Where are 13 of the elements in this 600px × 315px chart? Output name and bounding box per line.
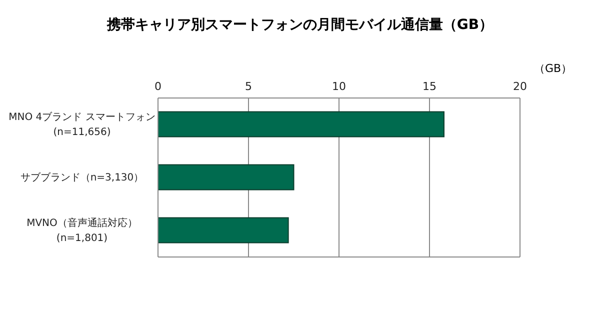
bar xyxy=(158,164,294,190)
chart-title: 携帯キャリア別スマートフォンの月間モバイル通信量（GB） xyxy=(106,16,494,34)
bar xyxy=(158,111,444,138)
x-tick-label: 20 xyxy=(513,80,527,93)
y-tick-label: MVNO（音声通話対応） (n=1,801) xyxy=(26,216,138,244)
x-tick-label: 15 xyxy=(422,80,436,93)
y-tick-label: サブブランド（n=3,130） xyxy=(20,171,144,183)
x-tick-label: 10 xyxy=(332,80,346,93)
y-tick-label: MNO 4ブランド スマートフォン (n=11,656) xyxy=(8,110,156,138)
x-tick-label: 5 xyxy=(245,80,252,93)
x-tick-label: 0 xyxy=(154,80,162,93)
bar xyxy=(158,217,289,244)
x-axis-title: （GB） xyxy=(534,61,572,76)
